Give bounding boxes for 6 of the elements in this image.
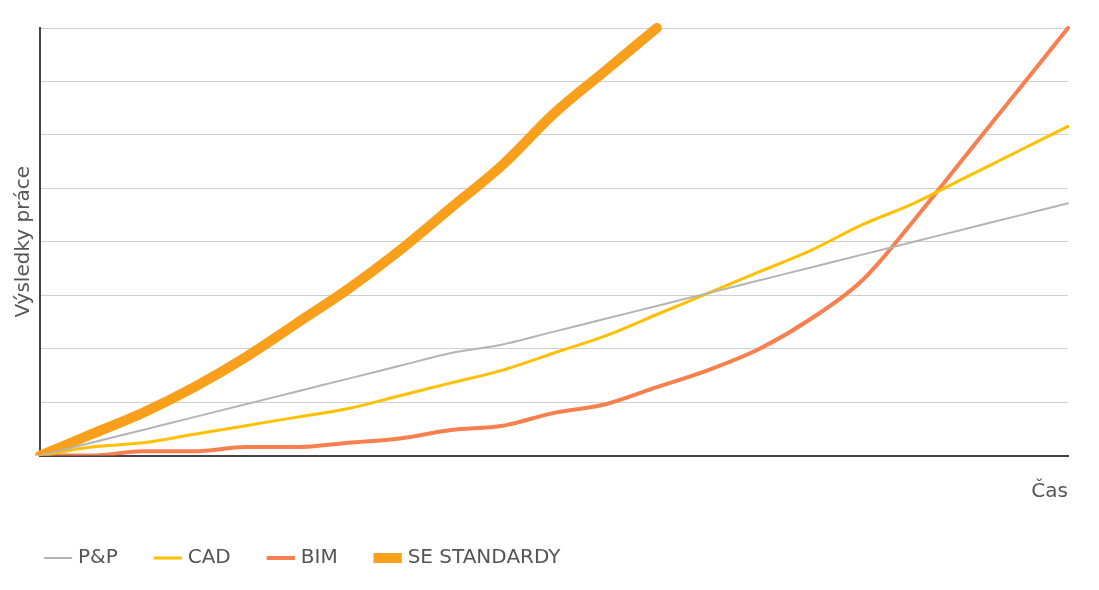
x-axis-title: Čas <box>1031 478 1068 503</box>
legend-label: SE STANDARDY <box>407 544 562 569</box>
legend-label: P&P <box>78 544 118 569</box>
legend-label: BIM <box>300 544 338 569</box>
y-axis-title: Výsledky práce <box>10 166 35 318</box>
legend-label: CAD <box>187 544 231 569</box>
